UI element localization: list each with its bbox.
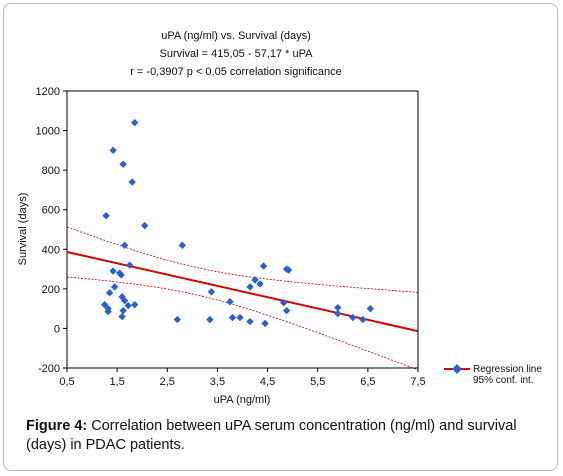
x-tick-label: 4,5 — [260, 376, 275, 388]
confidence-band-group — [66, 226, 419, 371]
chart-title: uPA (ng/ml) vs. Survival (days) — [161, 30, 311, 42]
y-tick-label: 1000 — [36, 126, 60, 138]
caption-text: Correlation between uPA serum concentrat… — [26, 418, 517, 453]
y-tick-label: 200 — [42, 284, 60, 296]
confidence-lower — [66, 276, 419, 371]
x-tick-label: 0,5 — [59, 376, 74, 388]
legend-confidence-interval: 95% conf. int. — [473, 375, 534, 386]
data-point — [207, 288, 216, 296]
y-tick-label: 800 — [42, 165, 60, 177]
y-tick-label: -200 — [38, 363, 60, 375]
legend-regression-line: Regression line — [473, 364, 542, 375]
data-point — [109, 267, 117, 275]
x-tick-label: 3,5 — [210, 376, 225, 388]
data-point — [284, 266, 293, 274]
data-point — [128, 178, 136, 186]
data-point — [279, 299, 288, 307]
data-point — [120, 241, 129, 250]
y-tick-label: 600 — [42, 205, 60, 217]
data-point — [118, 312, 126, 321]
data-point — [246, 283, 254, 291]
data-point — [261, 319, 269, 328]
regression-equation: Survival = 415,05 - 57,17 * uPA — [160, 48, 314, 60]
data-point — [110, 283, 119, 291]
x-axis: 0,5 1,5 2,5 3,5 4,5 5,5 6,5 7,5 — [59, 368, 426, 388]
chart-titles: uPA (ng/ml) vs. Survival (days) Survival… — [130, 30, 342, 78]
data-point — [228, 313, 237, 322]
data-point — [131, 118, 139, 127]
data-point — [366, 304, 375, 313]
regression-line — [66, 250, 419, 333]
y-tick-label: 1200 — [36, 86, 60, 98]
legend: Regression line 95% conf. int. — [444, 364, 542, 386]
correlation-stats: r = -0,3907 p < 0,05 correlation signifi… — [130, 66, 342, 78]
confidence-upper — [66, 226, 419, 293]
data-point — [105, 289, 114, 297]
y-axis-label: Survival (days) — [17, 193, 29, 266]
data-point — [119, 160, 127, 168]
data-point — [334, 303, 342, 312]
data-point — [119, 306, 127, 315]
data-point — [131, 301, 139, 309]
data-point — [259, 262, 268, 270]
data-point — [173, 315, 181, 324]
data-point — [334, 309, 342, 318]
x-tick-label: 2,5 — [160, 376, 175, 388]
x-tick-label: 5,5 — [310, 376, 325, 388]
data-points — [100, 118, 375, 328]
data-point — [104, 307, 112, 316]
y-tick-label: 400 — [42, 244, 60, 256]
data-point — [246, 317, 254, 326]
data-point — [126, 261, 134, 269]
data-point — [109, 146, 117, 155]
regression-line-group — [66, 250, 419, 333]
y-axis: -200 0 200 400 600 800 1000 1200 — [36, 86, 67, 375]
data-point — [256, 280, 264, 288]
data-point — [226, 298, 234, 306]
x-tick-label: 7,5 — [410, 376, 425, 388]
data-point — [206, 315, 214, 324]
figure-frame: uPA (ng/ml) vs. Survival (days) Survival… — [3, 3, 558, 471]
x-axis-label: uPA (ng/ml) — [214, 394, 271, 406]
plot-area-frame — [66, 90, 419, 369]
y-tick-label: 0 — [54, 323, 60, 335]
data-point — [236, 313, 244, 322]
data-point — [141, 221, 149, 230]
figure-caption: Figure 4: Correlation between uPA serum … — [26, 417, 546, 455]
x-tick-label: 6,5 — [360, 376, 375, 388]
data-point — [349, 313, 357, 322]
data-point — [178, 241, 187, 250]
data-point — [102, 211, 110, 220]
data-point — [359, 315, 367, 324]
x-tick-label: 1,5 — [109, 376, 124, 388]
scatter-chart: uPA (ng/ml) vs. Survival (days) Survival… — [17, 30, 542, 406]
data-point — [282, 306, 291, 315]
caption-label: Figure 4: — [26, 418, 88, 434]
data-point — [120, 297, 129, 305]
legend-point-swatch — [452, 364, 462, 374]
